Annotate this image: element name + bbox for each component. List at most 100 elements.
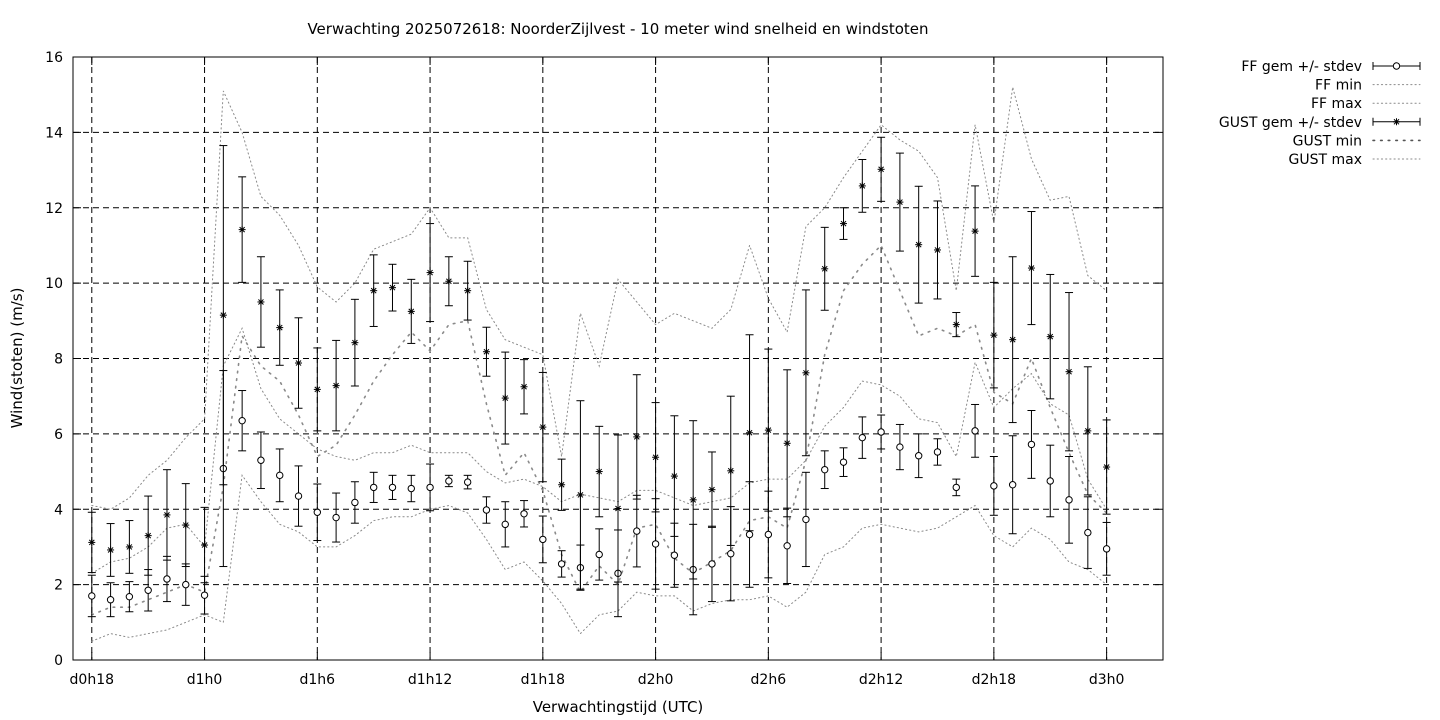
series-ff-gem-stdev — [87, 370, 1111, 618]
data-point — [821, 265, 828, 272]
data-point — [709, 486, 715, 493]
data-point — [1065, 496, 1073, 504]
series-line-gust-max — [91, 86, 1108, 510]
data-point — [615, 505, 621, 512]
data-point — [802, 515, 810, 524]
y-tick-label: 10 — [45, 276, 63, 292]
data-point — [1084, 528, 1092, 537]
data-point — [238, 416, 246, 425]
legend-label: GUST max — [1289, 152, 1363, 168]
data-point — [106, 596, 115, 604]
data-point — [859, 183, 866, 189]
data-point — [463, 478, 472, 486]
data-point — [276, 471, 284, 480]
data-point — [521, 383, 527, 390]
data-point — [126, 544, 133, 550]
y-axis-label: Wind(stoten) (m/s) — [8, 288, 26, 429]
data-point — [652, 454, 659, 461]
data-point — [858, 433, 867, 442]
data-point — [670, 551, 679, 559]
x-tick-label: d0h18 — [70, 672, 114, 688]
plot-series — [87, 86, 1111, 642]
data-point — [915, 241, 922, 248]
data-point — [690, 496, 697, 503]
data-point — [746, 429, 753, 436]
data-point — [426, 483, 434, 492]
data-point — [125, 592, 134, 601]
y-tick-label: 4 — [54, 502, 63, 518]
x-tick-label: d3h0 — [1089, 672, 1125, 688]
data-point — [520, 510, 528, 518]
chart-title: Verwachting 2025072618: NoorderZijlvest … — [307, 20, 928, 38]
data-point — [595, 550, 603, 559]
data-point — [407, 484, 415, 493]
data-point — [239, 226, 246, 233]
data-point — [389, 284, 396, 291]
x-tick-label: d2h0 — [638, 672, 674, 688]
data-point — [539, 535, 547, 544]
series-line-ff-min — [91, 473, 1108, 642]
data-point — [352, 339, 358, 346]
data-point — [1102, 545, 1111, 553]
x-tick-label: d2h6 — [751, 672, 787, 688]
data-point — [1028, 265, 1035, 271]
data-point — [501, 520, 509, 529]
data-point — [1103, 464, 1110, 470]
data-point — [427, 269, 433, 276]
data-point — [483, 348, 490, 355]
data-point — [314, 386, 321, 393]
data-point — [596, 468, 603, 475]
data-point — [877, 428, 885, 436]
y-tick-label: 12 — [45, 201, 63, 217]
data-point — [1066, 368, 1072, 375]
data-point — [369, 483, 378, 492]
data-point — [294, 492, 303, 500]
data-point — [990, 482, 998, 490]
data-point — [727, 550, 735, 558]
x-tick-label: d1h0 — [187, 672, 223, 688]
data-point — [783, 542, 791, 550]
data-point — [220, 312, 227, 319]
data-point — [482, 506, 491, 514]
data-point — [1009, 336, 1016, 343]
legend: FF gem +/- stdev FF min FF max GUST gem +/-… — [1219, 59, 1421, 168]
series-line-gust-min — [91, 243, 1108, 616]
legend-sample — [1392, 62, 1401, 70]
data-point — [1027, 440, 1036, 449]
data-point — [388, 483, 397, 492]
data-point — [333, 382, 339, 389]
data-point — [88, 539, 95, 546]
x-tick-label: d2h18 — [972, 672, 1016, 688]
y-tick-label: 6 — [54, 427, 63, 443]
legend-sample — [1393, 118, 1400, 125]
x-tick-label: d1h18 — [521, 672, 565, 688]
data-point — [972, 228, 978, 234]
x-axis-label: Verwachtingstijd (UTC) — [533, 698, 704, 716]
data-point — [708, 560, 716, 568]
data-point — [539, 424, 546, 430]
series-line-ff-max — [91, 326, 1108, 574]
data-point — [577, 492, 584, 498]
data-point — [502, 395, 509, 401]
data-point — [897, 199, 903, 205]
y-tick-label: 8 — [54, 352, 63, 368]
data-point — [896, 443, 904, 451]
data-point — [990, 332, 997, 339]
data-point — [107, 547, 114, 553]
data-point — [784, 440, 791, 447]
legend-label: FF gem +/- stdev — [1241, 59, 1362, 75]
y-tick-label: 0 — [54, 653, 63, 669]
data-point — [332, 513, 340, 522]
data-point — [1047, 333, 1054, 340]
legend-label: GUST gem +/- stdev — [1219, 115, 1362, 131]
data-point — [1084, 427, 1091, 434]
data-point — [313, 508, 322, 516]
legend-label: GUST min — [1293, 133, 1362, 149]
data-point — [164, 512, 170, 518]
data-point — [952, 483, 960, 492]
data-point — [145, 532, 152, 539]
data-point — [914, 452, 923, 460]
data-point — [163, 575, 171, 583]
data-point — [933, 448, 942, 456]
